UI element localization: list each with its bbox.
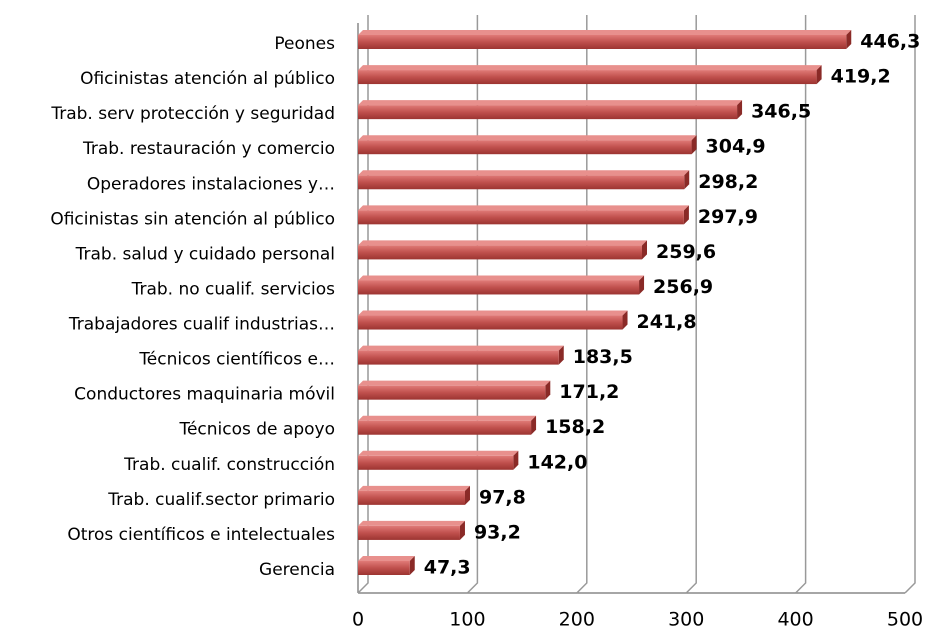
data-label: 304,9 — [706, 136, 766, 158]
grid-line — [466, 15, 479, 594]
x-tick-label: 500 — [887, 609, 923, 631]
data-label: 183,5 — [573, 346, 633, 368]
x-tick-label: 200 — [559, 609, 595, 631]
bar — [358, 415, 537, 435]
bar — [358, 450, 519, 470]
grid-line — [685, 15, 697, 594]
y-tick-label: Oficinistas atención al público — [80, 69, 335, 89]
grid-line — [904, 15, 916, 594]
bar — [358, 380, 551, 400]
data-label: 93,2 — [474, 521, 521, 543]
bar — [358, 205, 689, 225]
data-label: 419,2 — [831, 66, 891, 88]
x-tick-label: 300 — [668, 609, 704, 631]
y-tick-label: Trabajadores cualif industrias… — [68, 315, 335, 335]
grid-line — [795, 15, 807, 594]
bar — [358, 65, 822, 85]
data-label: 241,8 — [637, 311, 697, 333]
y-tick-label: Trab. cualif. construcción — [123, 455, 335, 475]
y-tick-label: Trab. serv protección y seguridad — [50, 104, 335, 124]
bar — [358, 170, 690, 190]
y-tick-label: Trab. no cualif. servicios — [131, 279, 336, 299]
data-label: 297,9 — [698, 206, 758, 228]
data-label: 256,9 — [653, 276, 713, 298]
y-tick-label: Otros científicos e intelectuales — [67, 525, 335, 545]
bar — [358, 556, 415, 575]
data-label: 346,5 — [751, 101, 811, 123]
bar — [358, 135, 697, 155]
x-tick-label: 0 — [352, 609, 364, 631]
bar — [358, 30, 852, 49]
y-tick-label: Técnicos científicos e… — [138, 350, 335, 370]
data-label: 142,0 — [527, 451, 587, 473]
data-label: 446,3 — [860, 31, 920, 53]
x-tick-label: 100 — [449, 609, 485, 631]
y-tick-label: Conductores maquinaria móvil — [74, 385, 335, 405]
x-tick-label: 400 — [777, 609, 813, 631]
y-tick-label: Gerencia — [259, 560, 335, 580]
bar — [358, 240, 648, 260]
bar — [358, 520, 465, 540]
data-label: 259,6 — [656, 241, 716, 263]
bar — [358, 345, 564, 365]
data-label: 171,2 — [559, 381, 619, 403]
bar — [358, 100, 743, 120]
y-tick-label: Trab. salud y cuidado personal — [75, 244, 335, 264]
y-tick-label: Peones — [274, 34, 335, 54]
data-label: 47,3 — [424, 557, 471, 579]
y-tick-label: Trab. restauración y comercio — [82, 139, 335, 159]
y-tick-label: Operadores instalaciones y… — [87, 174, 335, 194]
grid-line — [357, 15, 369, 594]
y-tick-label: Técnicos de apoyo — [178, 420, 335, 440]
data-label: 158,2 — [545, 416, 605, 438]
y-tick-label: Trab. cualif.sector primario — [107, 490, 335, 510]
data-label: 97,8 — [479, 486, 526, 508]
bar — [358, 485, 470, 505]
data-label: 298,2 — [698, 171, 758, 193]
y-tick-label: Oficinistas sin atención al público — [50, 209, 335, 229]
bar — [358, 310, 628, 330]
bar — [358, 275, 645, 295]
grid-line — [576, 15, 588, 594]
